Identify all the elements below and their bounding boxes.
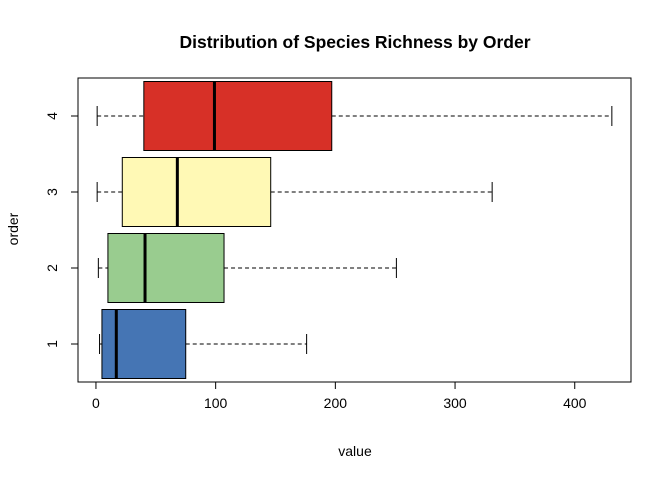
x-tick-label: 400: [563, 395, 587, 411]
iqr-box: [121, 157, 272, 227]
x-tick-label: 0: [92, 395, 100, 411]
y-tick-label: 2: [44, 264, 60, 272]
y-axis: 1 2 3 4: [44, 112, 78, 348]
iqr-box: [143, 81, 333, 151]
y-tick-label: 3: [44, 188, 60, 196]
box-group: [96, 81, 613, 379]
box-order-3: [96, 157, 493, 227]
y-tick-label: 1: [44, 340, 60, 348]
box-order-1: [99, 309, 308, 379]
iqr-box: [107, 233, 225, 303]
box-order-4: [96, 81, 613, 151]
x-tick-label: 300: [443, 395, 467, 411]
x-tick-label: 200: [324, 395, 348, 411]
x-tick-label: 100: [204, 395, 228, 411]
plot-frame: [77, 77, 632, 383]
box-order-2: [97, 233, 397, 303]
chart-title: Distribution of Species Richness by Orde…: [179, 32, 530, 52]
iqr-box: [101, 309, 187, 379]
y-axis-label: order: [5, 212, 21, 245]
x-axis-label: value: [338, 443, 372, 459]
y-tick-label: 4: [44, 112, 60, 120]
x-axis: 0 100 200 300 400: [92, 382, 587, 411]
